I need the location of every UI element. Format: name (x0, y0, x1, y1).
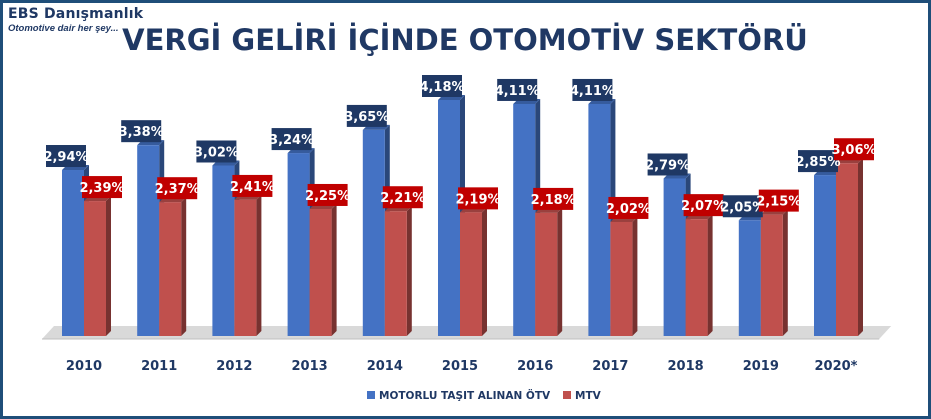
legend-item-mtv: MTV (563, 390, 602, 402)
svg-text:2,94%: 2,94% (43, 150, 88, 165)
svg-text:2,05%: 2,05% (720, 200, 765, 215)
legend: MOTORLU TAŞIT ALINAN ÖTV MTV (367, 388, 602, 402)
bar-mtv-2018 (685, 214, 713, 336)
logo-name: EBS Danışmanlık (8, 6, 144, 22)
x-tick-2013: 2013 (292, 359, 328, 374)
svg-text:4,11%: 4,11% (570, 84, 615, 99)
label-otv-2019: 2,05% (720, 195, 765, 218)
label-otv-2012: 3,02% (194, 140, 239, 163)
svg-text:2,41%: 2,41% (230, 180, 275, 195)
legend-item-otv: MOTORLU TAŞIT ALINAN ÖTV (367, 388, 551, 402)
legend-label-mtv: MTV (575, 390, 602, 402)
svg-text:2,18%: 2,18% (531, 193, 576, 208)
svg-text:3,38%: 3,38% (119, 125, 164, 140)
legend-label-otv: MOTORLU TAŞIT ALINAN ÖTV (379, 388, 551, 402)
svg-text:2,15%: 2,15% (756, 195, 801, 210)
svg-text:2,39%: 2,39% (79, 181, 124, 196)
svg-text:3,02%: 3,02% (194, 145, 239, 160)
label-otv-2011: 3,38% (119, 120, 164, 143)
label-mtv-2013: 2,25% (305, 183, 350, 206)
label-mtv-2020*: 3,06% (831, 138, 877, 161)
svg-text:2,19%: 2,19% (455, 192, 500, 207)
svg-text:2,02%: 2,02% (606, 202, 651, 217)
label-otv-2018: 2,79% (645, 153, 690, 176)
label-mtv-2016: 2,18% (531, 187, 576, 210)
label-mtv-2019: 2,15% (756, 189, 801, 212)
x-tick-2011: 2011 (141, 359, 177, 374)
x-tick-2012: 2012 (216, 359, 252, 374)
data-labels-group: 2,94% 2,39% 3,38% 2,37% 3,02% 2,41% 3,24% 2,25%… (43, 75, 877, 219)
bar-mtv-2011 (159, 197, 187, 336)
legend-swatch-mtv (563, 391, 571, 399)
bar-mtv-2010 (84, 196, 111, 336)
label-otv-2017: 4,11% (570, 78, 615, 101)
label-mtv-2012: 2,41% (230, 174, 275, 197)
x-tick-2016: 2016 (517, 359, 553, 374)
chart-title: VERGİ GELİRİ İÇİNDE OTOMOTİV SEKTÖRÜ (122, 23, 808, 57)
x-tick-2010: 2010 (66, 359, 102, 374)
svg-text:2,85%: 2,85% (795, 155, 840, 170)
label-mtv-2017: 2,02% (606, 196, 651, 219)
svg-text:2,21%: 2,21% (380, 191, 425, 206)
svg-text:4,18%: 4,18% (419, 80, 464, 95)
svg-text:2,07%: 2,07% (681, 199, 726, 214)
svg-text:2,37%: 2,37% (155, 182, 200, 197)
bar-mtv-2015 (460, 207, 487, 336)
x-tick-2017: 2017 (592, 359, 628, 374)
label-otv-2015: 4,18% (419, 75, 465, 97)
label-otv-2014: 3,65% (344, 104, 389, 127)
svg-text:3,06%: 3,06% (831, 143, 876, 158)
x-tick-2014: 2014 (367, 359, 403, 374)
label-mtv-2014: 2,21% (380, 186, 425, 209)
bar-mtv-2012 (234, 194, 262, 336)
label-mtv-2010: 2,39% (79, 176, 125, 199)
svg-text:3,65%: 3,65% (344, 110, 389, 125)
bar-mtv-2019 (760, 209, 788, 336)
label-mtv-2015: 2,19% (455, 187, 501, 210)
x-axis-ticks: 2010 2011 2012 2013 2014 2015 2016 2017 2018 2019… (66, 359, 858, 374)
label-otv-2020*: 2,85% (795, 150, 841, 173)
label-mtv-2011: 2,37% (155, 177, 200, 200)
label-mtv-2018: 2,07% (681, 194, 726, 217)
bar-mtv-2014 (384, 206, 412, 336)
bar-mtv-2020* (836, 158, 863, 336)
svg-text:4,11%: 4,11% (495, 84, 540, 99)
label-otv-2010: 2,94% (43, 145, 89, 168)
bar-mtv-2013 (309, 203, 337, 336)
label-otv-2013: 3,24% (269, 128, 314, 151)
bar-mtv-2017 (610, 216, 638, 336)
logo: EBS Danışmanlık Otomotive dair her şey..… (8, 6, 143, 34)
svg-text:2,25%: 2,25% (305, 189, 350, 204)
logo-tagline: Otomotive dair her şey... (8, 23, 119, 34)
x-tick-2019: 2019 (743, 359, 779, 374)
x-tick-2020*: 2020* (815, 359, 858, 374)
x-tick-2015: 2015 (442, 359, 478, 374)
x-tick-2018: 2018 (668, 359, 704, 374)
bars-group (62, 95, 863, 337)
label-otv-2016: 4,11% (495, 78, 540, 101)
svg-text:2,79%: 2,79% (645, 158, 690, 173)
bar-mtv-2016 (535, 207, 563, 336)
legend-swatch-otv (367, 391, 375, 399)
svg-text:3,24%: 3,24% (269, 133, 314, 148)
